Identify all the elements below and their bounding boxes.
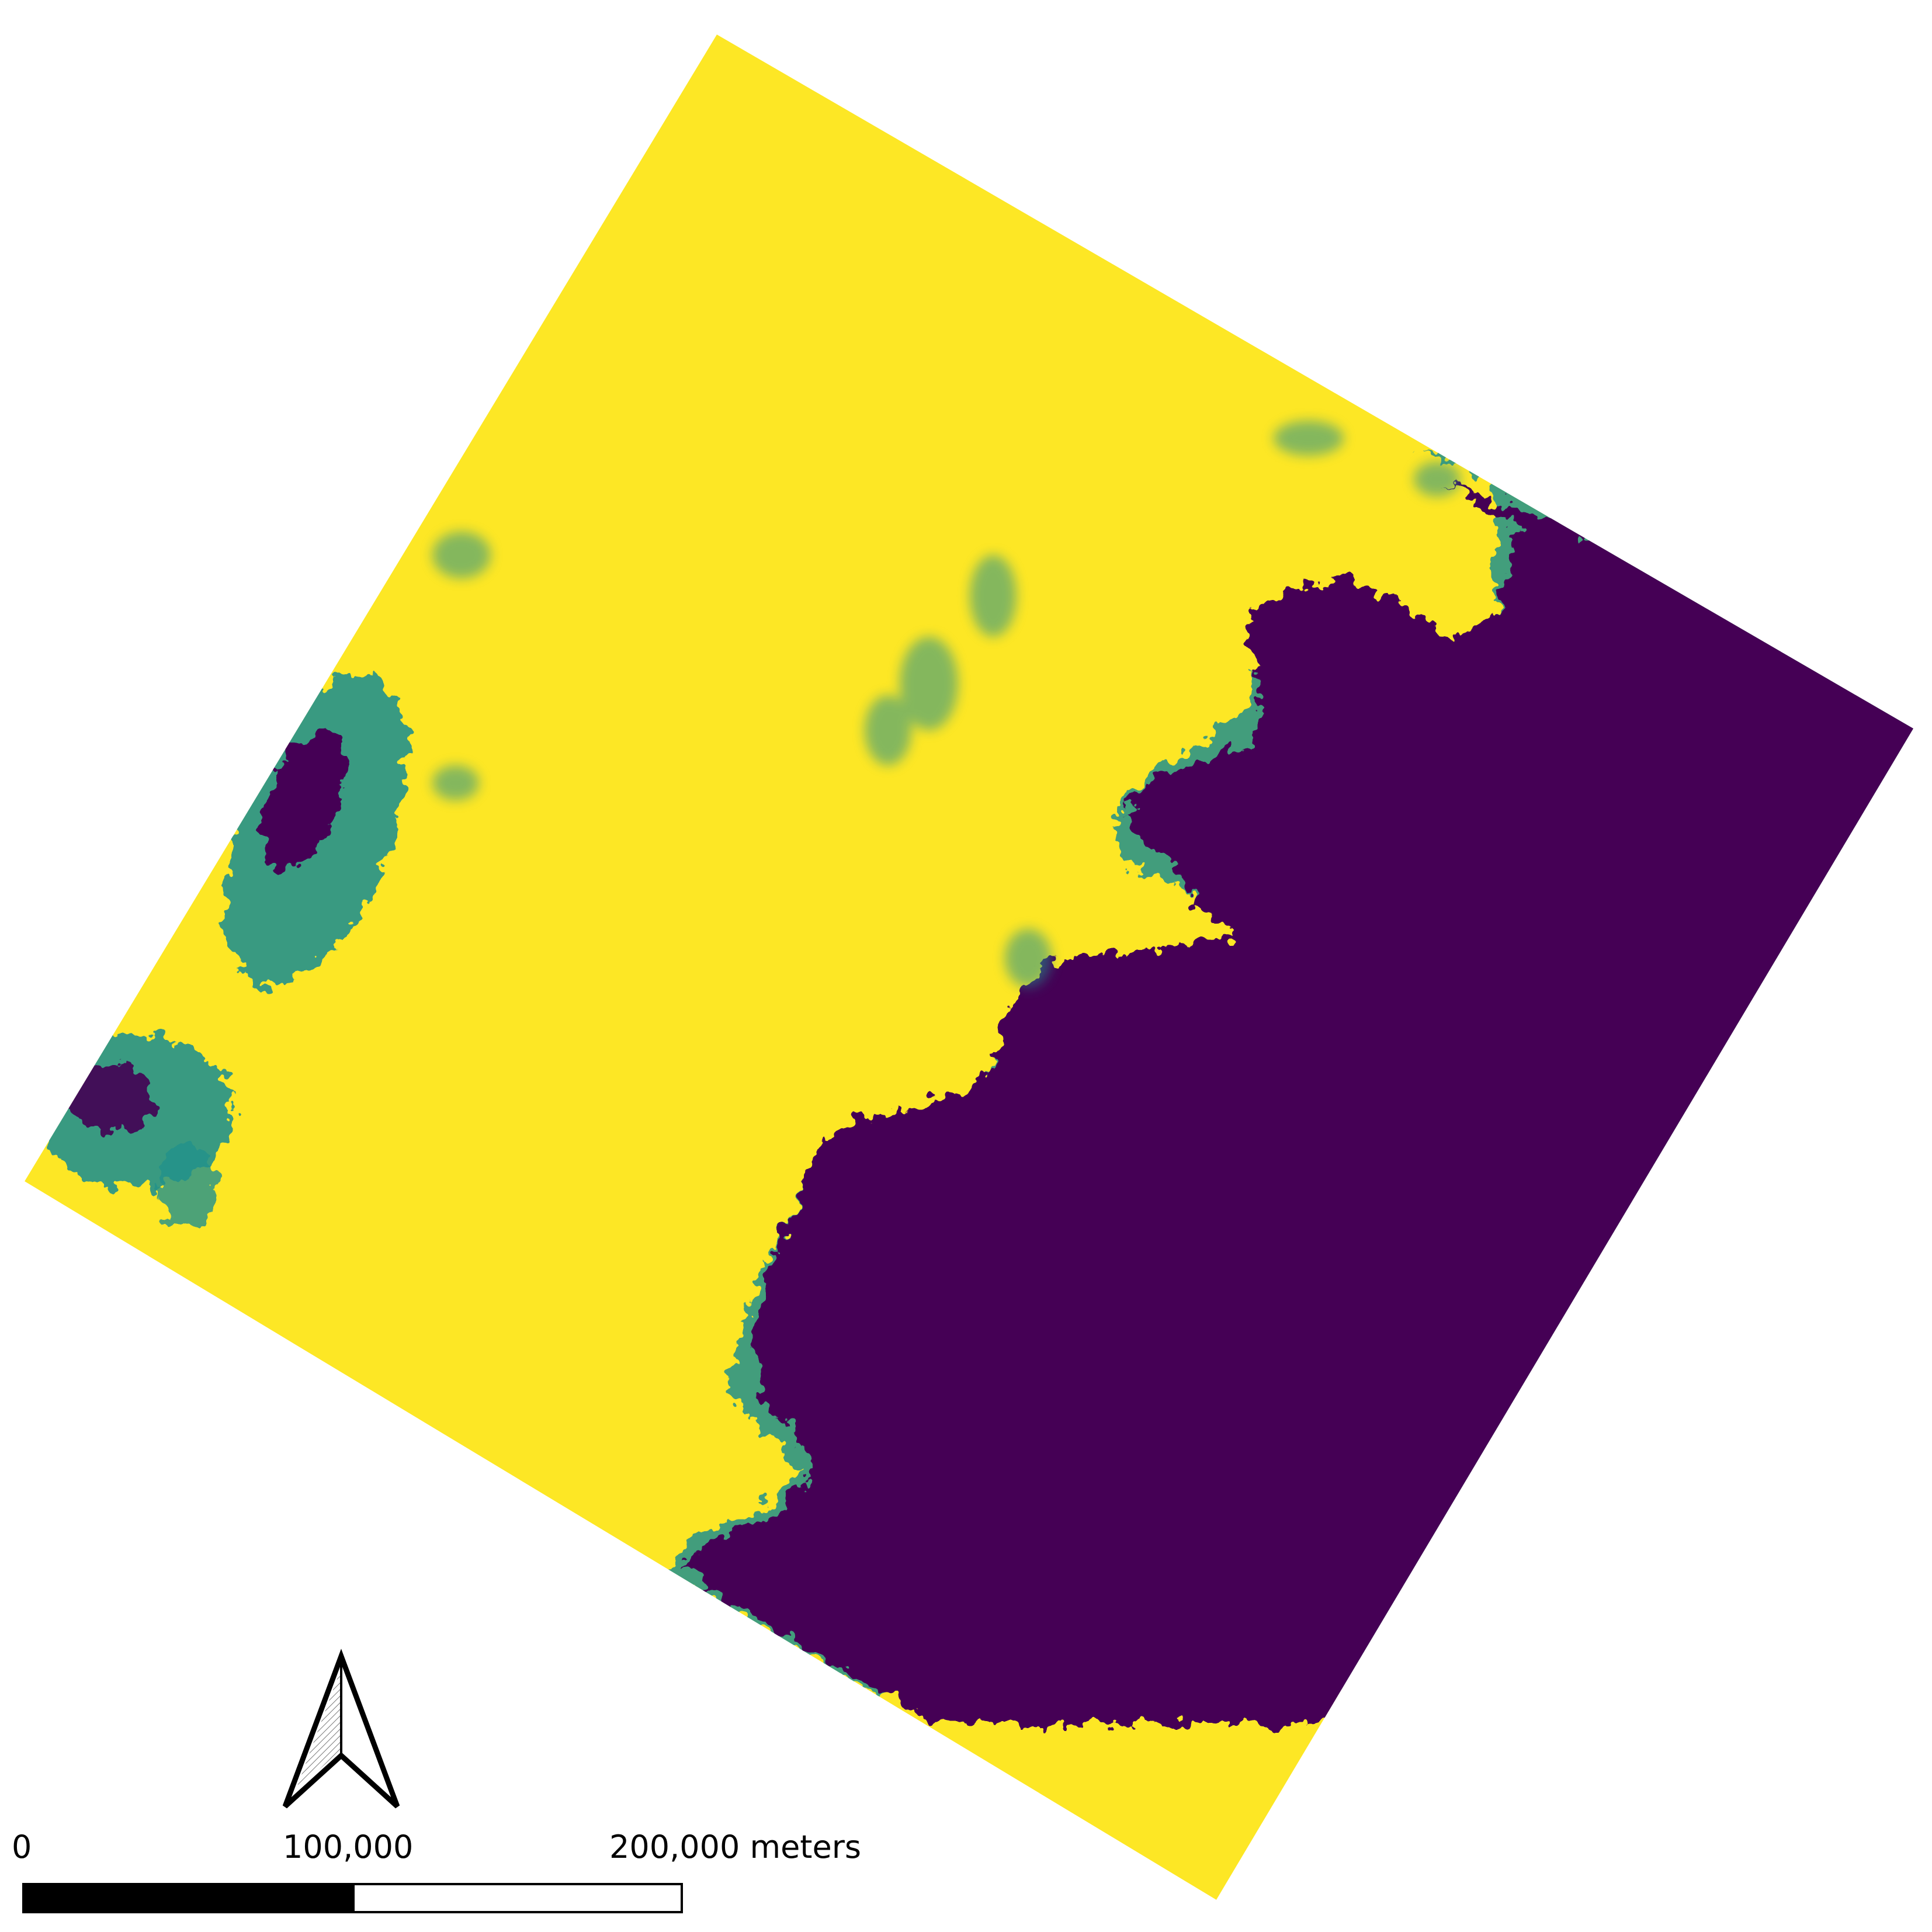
scale-bar: 0 100,000 200,000 meters	[12, 1829, 861, 1913]
raster-west-anomalies	[35, 674, 407, 1227]
scale-label-100000: 100,000	[283, 1829, 413, 1865]
scale-label-0: 0	[12, 1829, 32, 1865]
north-arrow-icon	[282, 1649, 400, 1809]
raster-layer	[25, 34, 1913, 1900]
scale-bar-segment-filled	[23, 1884, 353, 1912]
scale-label-200000: 200,000 meters	[609, 1829, 861, 1865]
scale-bar-segment-empty	[352, 1883, 683, 1913]
